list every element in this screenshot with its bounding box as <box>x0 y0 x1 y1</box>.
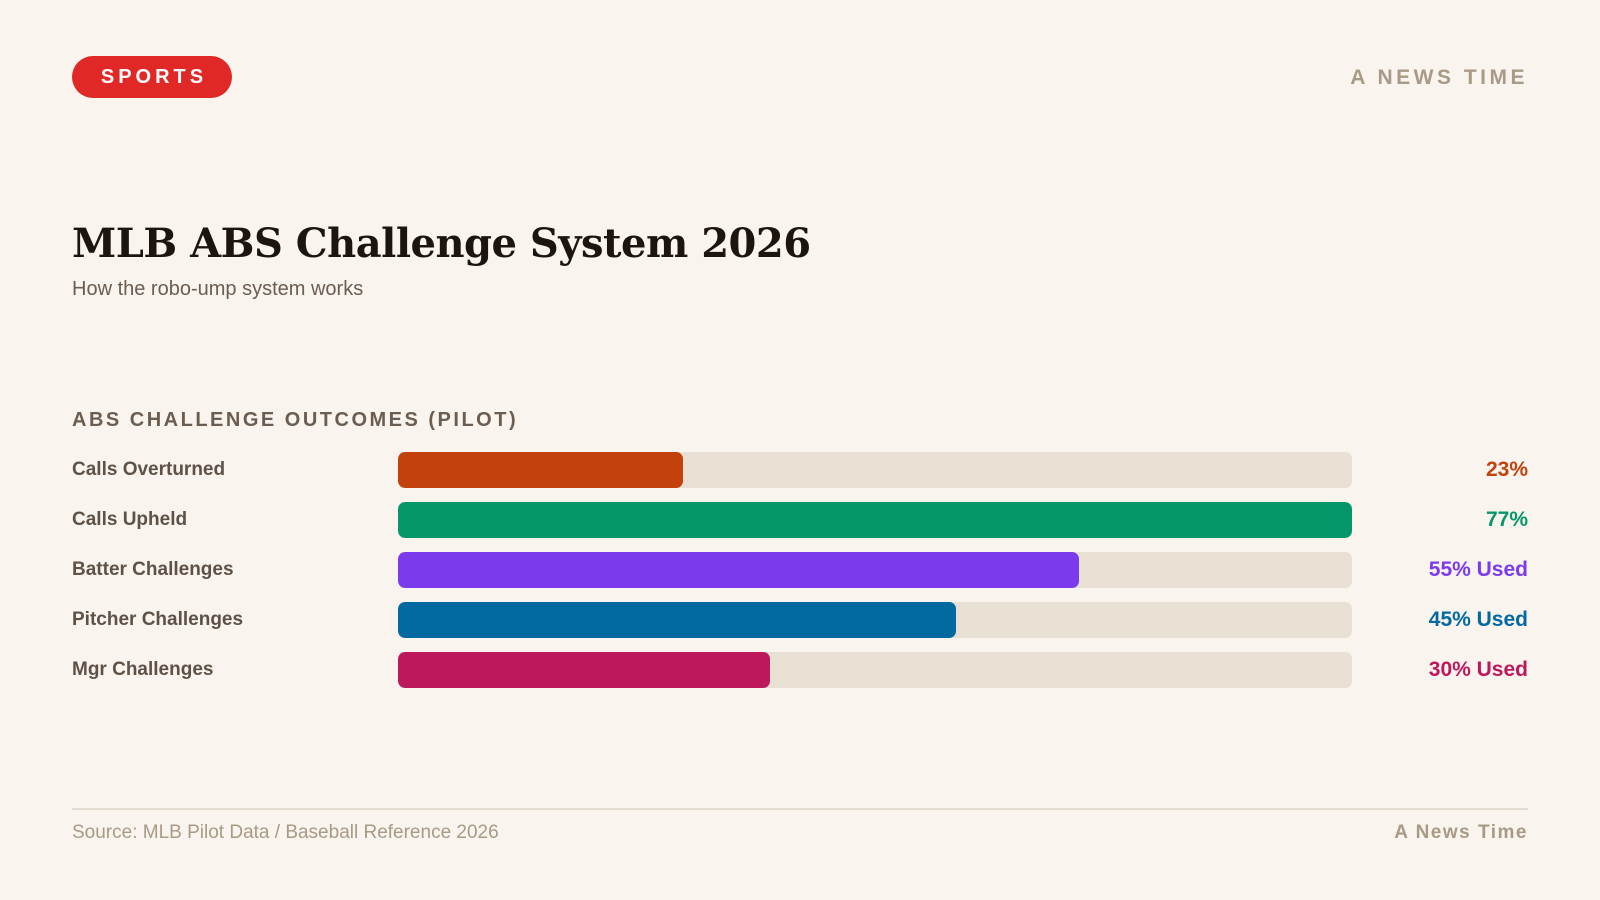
chart-title: ABS CHALLENGE OUTCOMES (PILOT) <box>72 409 519 431</box>
bar-value-label: 55% Used <box>1428 558 1528 581</box>
chart-row: Calls Overturned 23% <box>72 452 1528 488</box>
bar <box>398 602 956 638</box>
bar <box>398 652 770 688</box>
bar-track <box>398 652 1352 688</box>
bar <box>398 502 1352 538</box>
footer-divider <box>72 808 1528 810</box>
bar-value-label: 45% Used <box>1428 608 1528 631</box>
chart-row: Batter Challenges 55% Used <box>72 552 1528 588</box>
chart-row: Mgr Challenges 30% Used <box>72 652 1528 688</box>
bar-label: Pitcher Challenges <box>72 609 244 630</box>
category-badge: SPORTS <box>72 56 232 98</box>
bar-label: Calls Overturned <box>72 459 226 480</box>
chart-row: Pitcher Challenges 45% Used <box>72 602 1528 638</box>
bar-value-label: 30% Used <box>1428 658 1528 681</box>
bar <box>398 452 683 488</box>
bar-value-label: 77% <box>1485 508 1528 531</box>
chart-row: Calls Upheld 77% <box>72 502 1528 538</box>
bar-chart: Calls Overturned 23% Calls Upheld 77% Batter… <box>72 452 1528 702</box>
brand-logo-text: A NEWS TIME <box>1350 66 1528 89</box>
bar <box>398 552 1080 588</box>
bar-track <box>398 602 1352 638</box>
bar-value-label: 23% <box>1485 458 1528 481</box>
page-title: MLB ABS Challenge System 2026 <box>72 220 811 267</box>
bar-track <box>398 552 1352 588</box>
source-note: Source: MLB Pilot Data / Baseball Refere… <box>72 822 499 843</box>
bar-track <box>398 502 1352 538</box>
bar-track <box>398 452 1352 488</box>
bar-label: Batter Challenges <box>72 559 234 580</box>
bar-label: Mgr Challenges <box>72 659 214 680</box>
page-subtitle: How the robo-ump system works <box>72 278 364 300</box>
footer-brand: A News Time <box>1394 822 1528 843</box>
bar-label: Calls Upheld <box>72 509 188 530</box>
